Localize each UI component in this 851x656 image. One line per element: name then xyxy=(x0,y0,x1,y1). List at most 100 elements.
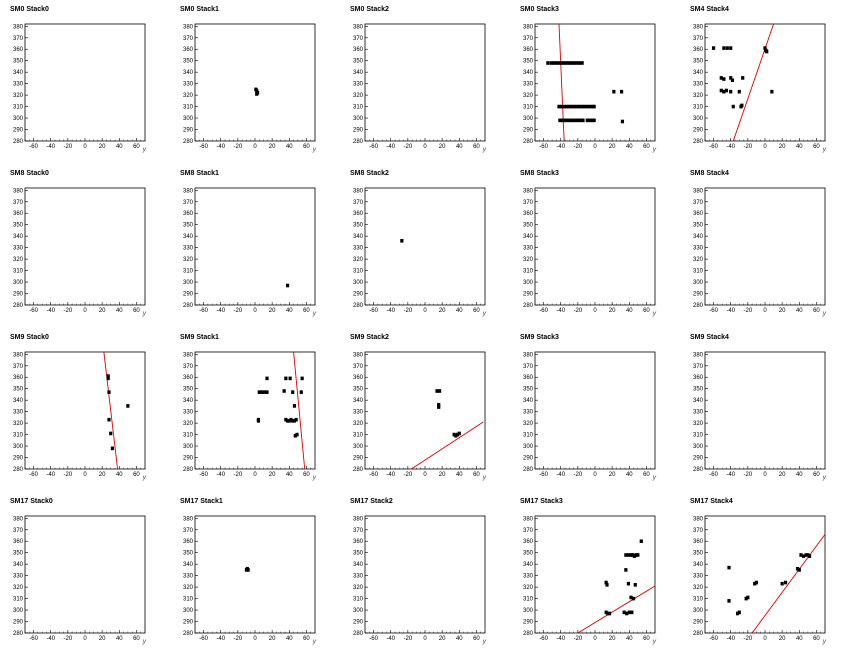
data-point xyxy=(560,118,565,123)
y-tick-label: 380 xyxy=(523,352,534,358)
data-point xyxy=(257,390,261,394)
y-tick-label: 320 xyxy=(13,93,24,99)
x-tick-label: 20 xyxy=(99,144,106,150)
data-point xyxy=(255,92,259,96)
data-point xyxy=(572,61,577,65)
y-tick-label: 310 xyxy=(353,597,364,603)
x-tick-label: 60 xyxy=(643,308,650,314)
data-point xyxy=(612,89,616,94)
y-tick-label: 310 xyxy=(183,269,194,275)
y-tick-label: 330 xyxy=(693,574,704,580)
scatter-plot: -60 -40 -20 0 20 40 60 280 290 300 310 320 330 340 350… xyxy=(693,23,827,153)
y-tick-label: 360 xyxy=(353,211,364,217)
data-point xyxy=(557,61,561,65)
y-tick-label: 310 xyxy=(353,269,364,275)
y-tick-label: 350 xyxy=(13,59,24,65)
y-tick-label: 360 xyxy=(183,47,194,53)
fit-line xyxy=(751,534,826,634)
y-tick-label: 370 xyxy=(13,364,24,370)
data-point xyxy=(285,419,290,423)
x-tick-label: 20 xyxy=(779,144,786,150)
x-tick-label: -40 xyxy=(46,636,55,642)
y-tick-label: 280 xyxy=(183,467,194,473)
y-tick-label: 280 xyxy=(183,139,194,145)
x-axis-title: y xyxy=(312,474,317,481)
x-tick-label: 60 xyxy=(813,472,820,478)
y-tick-label: 350 xyxy=(353,59,364,65)
y-tick-label: 280 xyxy=(183,631,194,637)
panel-title: SM0 Stack0 xyxy=(10,6,49,13)
data-point xyxy=(291,419,295,423)
y-tick-label: 290 xyxy=(693,620,704,626)
chart-panel: SM0 Stack3 -60 -40 -20 0 20 40 60 280 290 300 310 32… xyxy=(510,0,680,164)
y-tick-label: 290 xyxy=(353,292,364,298)
y-tick-label: 380 xyxy=(13,516,24,522)
chart-panel: SM4 Stack4 -60 -40 -20 0 20 40 60 280 290 300 310 32… xyxy=(680,0,850,164)
y-tick-label: 330 xyxy=(353,246,364,252)
y-tick-label: 360 xyxy=(183,375,194,381)
y-tick-label: 350 xyxy=(523,551,534,557)
data-point xyxy=(804,553,808,557)
data-point xyxy=(632,554,637,558)
data-point xyxy=(565,61,569,65)
y-tick-label: 280 xyxy=(13,467,24,473)
x-tick-label: 0 xyxy=(423,472,427,478)
data-point xyxy=(567,104,571,109)
data-point xyxy=(763,46,767,50)
data-point xyxy=(592,118,596,123)
y-tick-label: 370 xyxy=(693,200,704,206)
x-tick-label: 0 xyxy=(423,636,427,642)
y-tick-label: 300 xyxy=(523,116,534,122)
chart-panel: SM17 Stack3 -60 -40 -20 0 20 40 60 280 290 300 310 3… xyxy=(510,492,680,656)
x-tick-label: 60 xyxy=(813,144,820,150)
y-tick-label: 310 xyxy=(353,433,364,439)
data-point xyxy=(549,61,553,65)
y-tick-label: 330 xyxy=(353,574,364,580)
plot-frame xyxy=(534,23,656,142)
x-tick-label: 60 xyxy=(133,636,140,642)
x-tick-label: 0 xyxy=(423,144,427,150)
scatter-plot: -60 -40 -20 0 20 40 60 280 290 300 310 320 330 340 350… xyxy=(353,351,487,481)
x-tick-label: 40 xyxy=(626,144,633,150)
y-tick-label: 290 xyxy=(183,292,194,298)
scatter-plot: -60 -40 -20 0 20 40 60 280 290 300 310 320 330 340 350… xyxy=(693,187,827,317)
y-tick-label: 320 xyxy=(353,585,364,591)
x-tick-label: -20 xyxy=(744,308,753,314)
x-tick-label: 40 xyxy=(456,636,463,642)
y-tick-label: 370 xyxy=(13,200,24,206)
y-tick-label: 280 xyxy=(353,467,364,473)
y-tick-label: 350 xyxy=(353,223,364,229)
x-tick-label: -60 xyxy=(29,636,38,642)
y-tick-label: 320 xyxy=(353,257,364,263)
y-tick-label: 350 xyxy=(523,59,534,65)
x-axis-title: y xyxy=(142,474,147,481)
y-tick-label: 310 xyxy=(523,433,534,439)
scatter-plot: -60 -40 -20 0 20 40 60 280 290 300 310 320 330 340 350… xyxy=(523,23,657,153)
y-tick-label: 330 xyxy=(353,82,364,88)
data-point xyxy=(292,419,297,423)
y-tick-label: 330 xyxy=(13,574,24,580)
data-point xyxy=(576,118,580,123)
y-tick-label: 380 xyxy=(693,352,704,358)
data-point xyxy=(295,432,299,437)
chart-panel: SM9 Stack4 -60 -40 -20 0 20 40 60 280 290 300 310 32… xyxy=(680,328,850,492)
y-tick-label: 340 xyxy=(13,398,24,404)
x-axis-title: y xyxy=(312,638,317,645)
x-tick-label: 20 xyxy=(269,308,276,314)
x-tick-label: 0 xyxy=(593,144,597,150)
fit-line xyxy=(293,351,306,470)
x-tick-label: 40 xyxy=(626,308,633,314)
plot-frame xyxy=(24,515,146,634)
y-tick-label: 280 xyxy=(693,467,704,473)
y-tick-label: 280 xyxy=(523,139,534,145)
x-tick-label: 20 xyxy=(609,308,616,314)
x-axis-title: y xyxy=(652,146,657,153)
y-tick-label: 370 xyxy=(183,364,194,370)
y-tick-label: 280 xyxy=(353,303,364,309)
x-tick-label: -40 xyxy=(216,636,225,642)
y-tick-label: 310 xyxy=(13,597,24,603)
y-tick-label: 320 xyxy=(13,257,24,263)
x-tick-label: -60 xyxy=(369,472,378,478)
data-point xyxy=(457,431,461,436)
y-tick-label: 370 xyxy=(523,364,534,370)
